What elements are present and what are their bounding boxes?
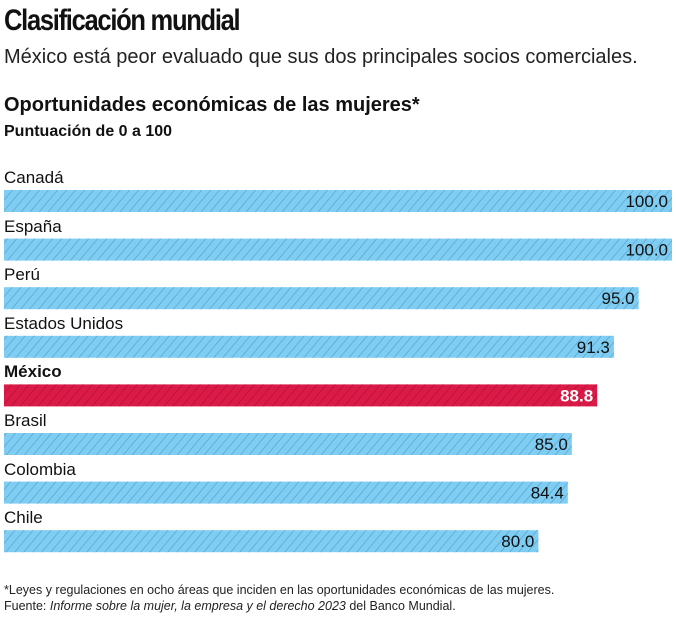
value-label: 91.3	[577, 338, 610, 357]
chart-subtitle: Puntuación de 0 a 100	[4, 123, 173, 140]
page-title: Clasificación mundial	[4, 4, 241, 37]
category-label: Perú	[4, 265, 40, 285]
chart-title: Oportunidades económicas de las mujeres*	[4, 94, 420, 116]
bar-hatch	[4, 335, 614, 358]
category-label: Canadá	[4, 168, 64, 187]
bar-hatch	[4, 481, 568, 504]
bar-hatch	[4, 238, 672, 261]
source-title: Informe sobre la mujer, la empresa y el …	[49, 599, 346, 613]
bar-hatch	[4, 190, 672, 212]
value-label: 100.0	[625, 241, 668, 260]
category-label: México	[4, 362, 62, 382]
category-label: Estados Unidos	[4, 313, 124, 333]
category-label: Brasil	[4, 411, 47, 430]
bar-hatch	[4, 384, 598, 407]
page-subtitle: México está peor evaluado que sus dos pr…	[4, 46, 638, 68]
category-label: Chile	[4, 508, 43, 528]
bar-hatch	[4, 433, 572, 455]
value-label: 84.4	[531, 484, 564, 503]
source-prefix: Fuente:	[4, 599, 50, 613]
footnote: *Leyes y regulaciones en ocho áreas que …	[4, 583, 555, 597]
category-label: Colombia	[4, 459, 76, 479]
bar-hatch	[4, 287, 639, 310]
value-label: 95.0	[602, 289, 635, 308]
category-label: España	[4, 216, 62, 236]
value-label: 88.8	[560, 386, 593, 405]
value-label: 80.0	[501, 532, 534, 551]
value-label: 85.0	[535, 435, 568, 454]
source-suffix: del Banco Mundial.	[345, 599, 456, 613]
value-label: 100.0	[625, 192, 668, 211]
bar-hatch	[4, 530, 539, 553]
source: Fuente: Informe sobre la mujer, la empre…	[4, 599, 456, 613]
